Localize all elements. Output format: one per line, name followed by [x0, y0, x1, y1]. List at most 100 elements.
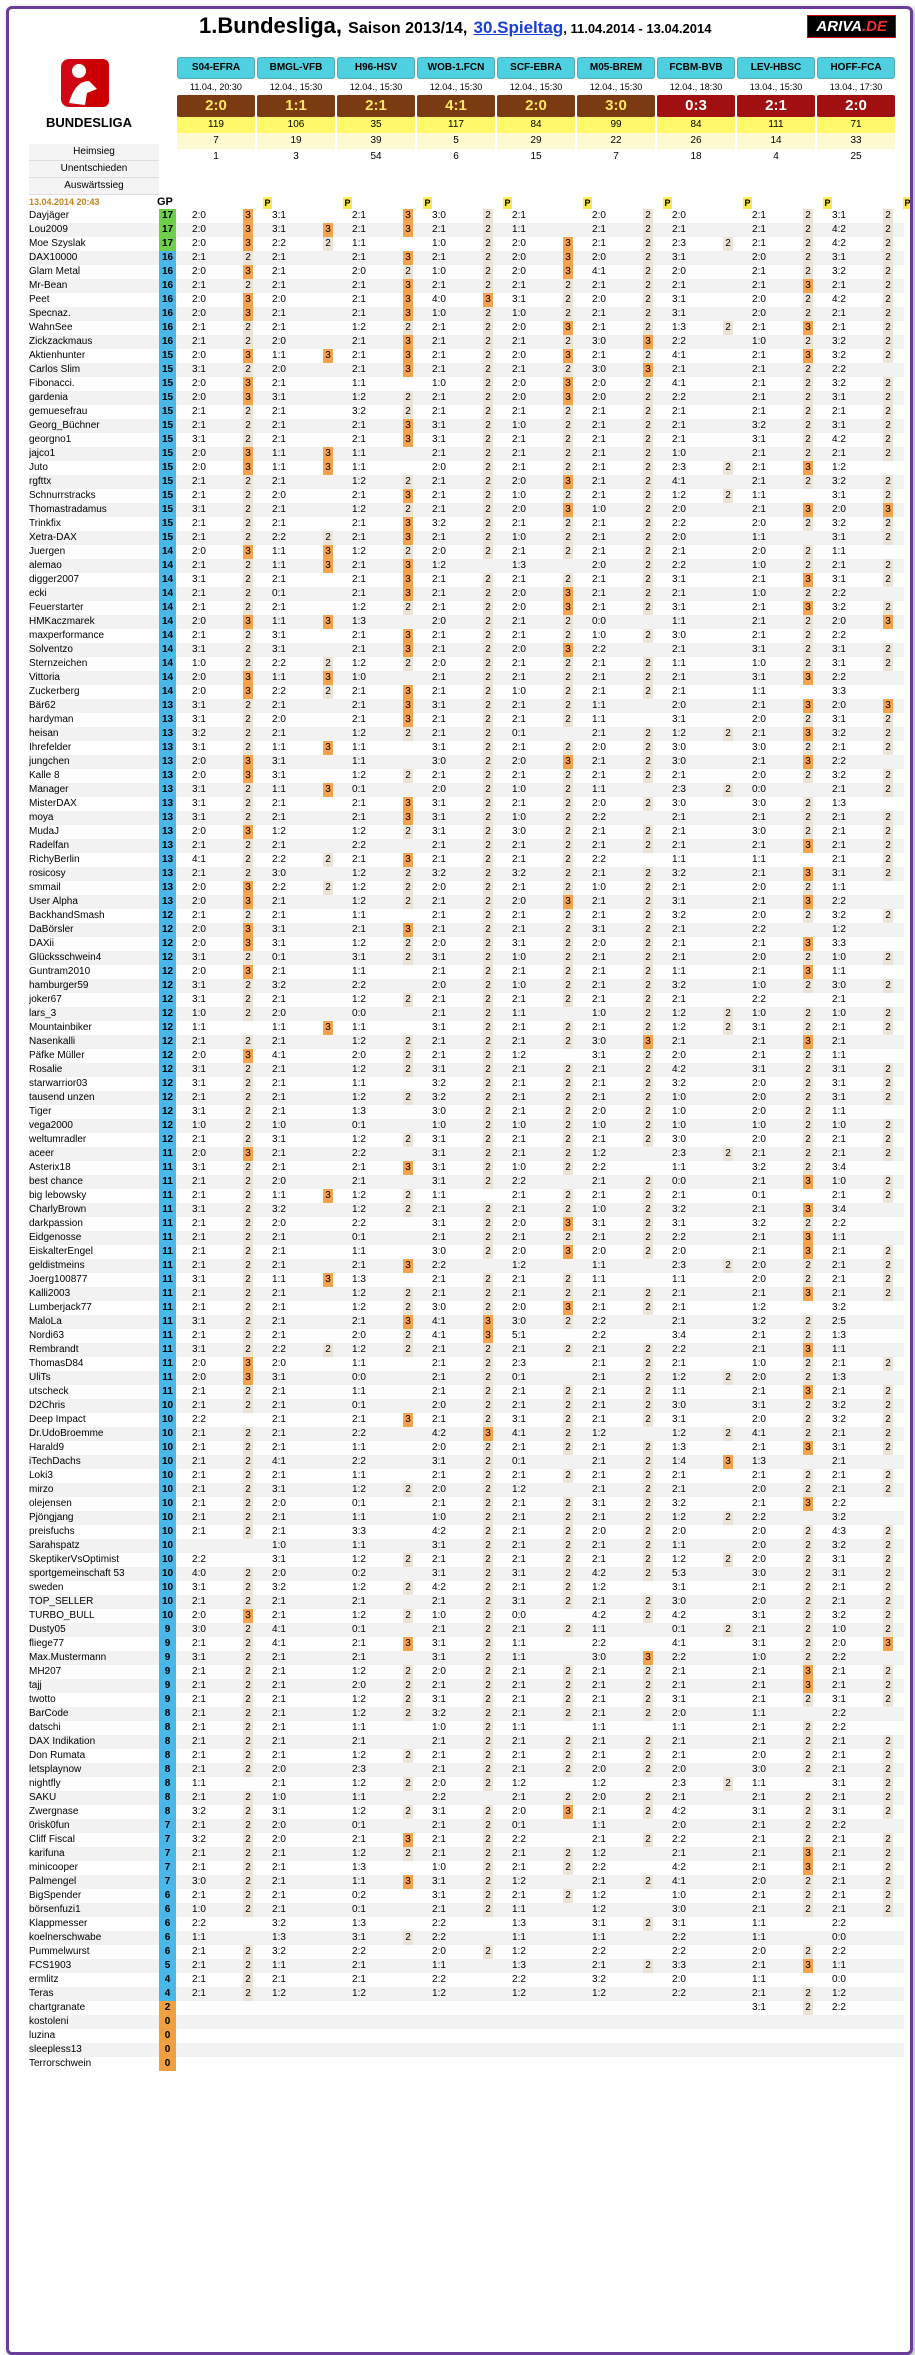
player-name[interactable]: Joerg100877: [29, 1274, 88, 1285]
player-name[interactable]: Georg_Büchner: [29, 420, 100, 431]
match-name[interactable]: FCBM-BVB: [657, 57, 735, 79]
player-name[interactable]: fliege77: [29, 1638, 65, 1649]
player-name[interactable]: Tiger: [29, 1106, 52, 1117]
player-name[interactable]: Bär62: [29, 700, 56, 711]
player-name[interactable]: Harald9: [29, 1442, 65, 1453]
player-name[interactable]: digger2007: [29, 574, 80, 585]
player-name[interactable]: Thomastradamus: [29, 504, 107, 515]
player-name[interactable]: User Alpha: [29, 896, 78, 907]
player-name[interactable]: EiskalterEngel: [29, 1246, 93, 1257]
player-name[interactable]: preisfuchs: [29, 1526, 75, 1537]
title-round-link[interactable]: 30.Spieltag: [473, 18, 564, 37]
player-name[interactable]: Deep Impact: [29, 1414, 86, 1425]
player-name[interactable]: börsenfuzi1: [29, 1904, 81, 1915]
player-name[interactable]: CharlyBrown: [29, 1204, 87, 1215]
player-name[interactable]: Vittoria: [29, 672, 60, 683]
player-name[interactable]: Aktienhunter: [29, 350, 86, 361]
player-name[interactable]: jungchen: [29, 756, 70, 767]
player-name[interactable]: TURBO_BULL: [29, 1610, 95, 1621]
player-name[interactable]: Guntram2010: [29, 966, 91, 977]
player-name[interactable]: BarCode: [29, 1708, 69, 1719]
player-name[interactable]: MaloLa: [29, 1316, 62, 1327]
player-name[interactable]: Zwergnase: [29, 1806, 79, 1817]
player-name[interactable]: joker67: [29, 994, 62, 1005]
player-name[interactable]: Juergen: [29, 546, 66, 557]
player-name[interactable]: Carlos Slim: [29, 364, 81, 375]
player-name[interactable]: Rosalie: [29, 1064, 63, 1075]
player-name[interactable]: lars_3: [29, 1008, 57, 1019]
player-name[interactable]: Schnurrstracks: [29, 490, 96, 501]
player-name[interactable]: utscheck: [29, 1386, 69, 1397]
player-name[interactable]: Eidgenosse: [29, 1232, 82, 1243]
player-name[interactable]: TOP_SELLER: [29, 1596, 94, 1607]
player-name[interactable]: Lumberjack77: [29, 1302, 92, 1313]
player-name[interactable]: alemao: [29, 560, 62, 571]
player-name[interactable]: DaBörsler: [29, 924, 74, 935]
player-name[interactable]: Feuerstarter: [29, 602, 84, 613]
player-name[interactable]: Mountainbiker: [29, 1022, 92, 1033]
player-name[interactable]: Rembrandt: [29, 1344, 79, 1355]
player-name[interactable]: Dr.UdoBroemme: [29, 1428, 104, 1439]
player-name[interactable]: Ihrefelder: [29, 742, 72, 753]
player-name[interactable]: Asterix18: [29, 1162, 71, 1173]
player-name[interactable]: Lou2009: [29, 224, 68, 235]
player-name[interactable]: Dusty05: [29, 1624, 66, 1635]
player-name[interactable]: big lebowsky: [29, 1190, 87, 1201]
player-name[interactable]: jajco1: [29, 448, 56, 459]
player-name[interactable]: DAXii: [29, 938, 55, 949]
player-name[interactable]: Specnaz.: [29, 308, 71, 319]
player-name[interactable]: koelnerschwabe: [29, 1932, 102, 1943]
match-name[interactable]: LEV-HBSC: [737, 57, 815, 79]
player-name[interactable]: Pjöngjang: [29, 1512, 74, 1523]
player-name[interactable]: Teras: [29, 1988, 54, 1999]
player-name[interactable]: WahnSee: [29, 322, 73, 333]
player-name[interactable]: Mr-Bean: [29, 280, 68, 291]
player-name[interactable]: geldistmeins: [29, 1260, 85, 1271]
player-name[interactable]: Palmengel: [29, 1876, 77, 1887]
player-name[interactable]: Peet: [29, 294, 50, 305]
match-name[interactable]: HOFF-FCA: [817, 57, 895, 79]
player-name[interactable]: heisan: [29, 728, 59, 739]
match-name[interactable]: BMGL-VFB: [257, 57, 335, 79]
player-name[interactable]: gardenia: [29, 392, 68, 403]
player-name[interactable]: weltumradler: [29, 1134, 87, 1145]
match-name[interactable]: WOB-1.FCN: [417, 57, 495, 79]
player-name[interactable]: hamburger59: [29, 980, 89, 991]
player-name[interactable]: Don Rumata: [29, 1750, 86, 1761]
player-name[interactable]: Dayjäger: [29, 210, 70, 221]
player-name[interactable]: DAX Indikation: [29, 1736, 96, 1747]
player-name[interactable]: smmail: [29, 882, 61, 893]
player-name[interactable]: sleepless13: [29, 2044, 82, 2055]
player-name[interactable]: moya: [29, 812, 54, 823]
match-name[interactable]: SCF-EBRA: [497, 57, 575, 79]
player-name[interactable]: Kalli2003: [29, 1288, 71, 1299]
player-name[interactable]: tajj: [29, 1680, 42, 1691]
player-name[interactable]: rosicosy: [29, 868, 66, 879]
player-name[interactable]: kostoleni: [29, 2016, 69, 2027]
player-name[interactable]: Glücksschwein4: [29, 952, 102, 963]
player-name[interactable]: ermlitz: [29, 1974, 59, 1985]
player-name[interactable]: HMKaczmarek: [29, 616, 95, 627]
player-name[interactable]: Solventzo: [29, 644, 73, 655]
player-name[interactable]: RichyBerlin: [29, 854, 80, 865]
player-name[interactable]: FCS1903: [29, 1960, 72, 1971]
player-name[interactable]: hardyman: [29, 714, 74, 725]
player-name[interactable]: Klappmesser: [29, 1918, 88, 1929]
player-name[interactable]: rgfttx: [29, 476, 52, 487]
player-name[interactable]: ThomasD84: [29, 1358, 84, 1369]
player-name[interactable]: Fibonacci.: [29, 378, 75, 389]
player-name[interactable]: Kalle 8: [29, 770, 60, 781]
player-name[interactable]: tausend unzen: [29, 1092, 95, 1103]
match-name[interactable]: M05-BREM: [577, 57, 655, 79]
player-name[interactable]: letsplaynow: [29, 1764, 82, 1775]
player-name[interactable]: MudaJ: [29, 826, 60, 837]
player-name[interactable]: nightfly: [29, 1778, 61, 1789]
player-name[interactable]: iTechDachs: [29, 1456, 81, 1467]
player-name[interactable]: Max.Mustermann: [29, 1652, 107, 1663]
player-name[interactable]: gemuesefrau: [29, 406, 88, 417]
player-name[interactable]: luzina: [29, 2030, 56, 2041]
player-name[interactable]: karifuna: [29, 1848, 65, 1859]
player-name[interactable]: Loki3: [29, 1470, 53, 1481]
player-name[interactable]: twotto: [29, 1694, 56, 1705]
player-name[interactable]: D2Chris: [29, 1400, 66, 1411]
